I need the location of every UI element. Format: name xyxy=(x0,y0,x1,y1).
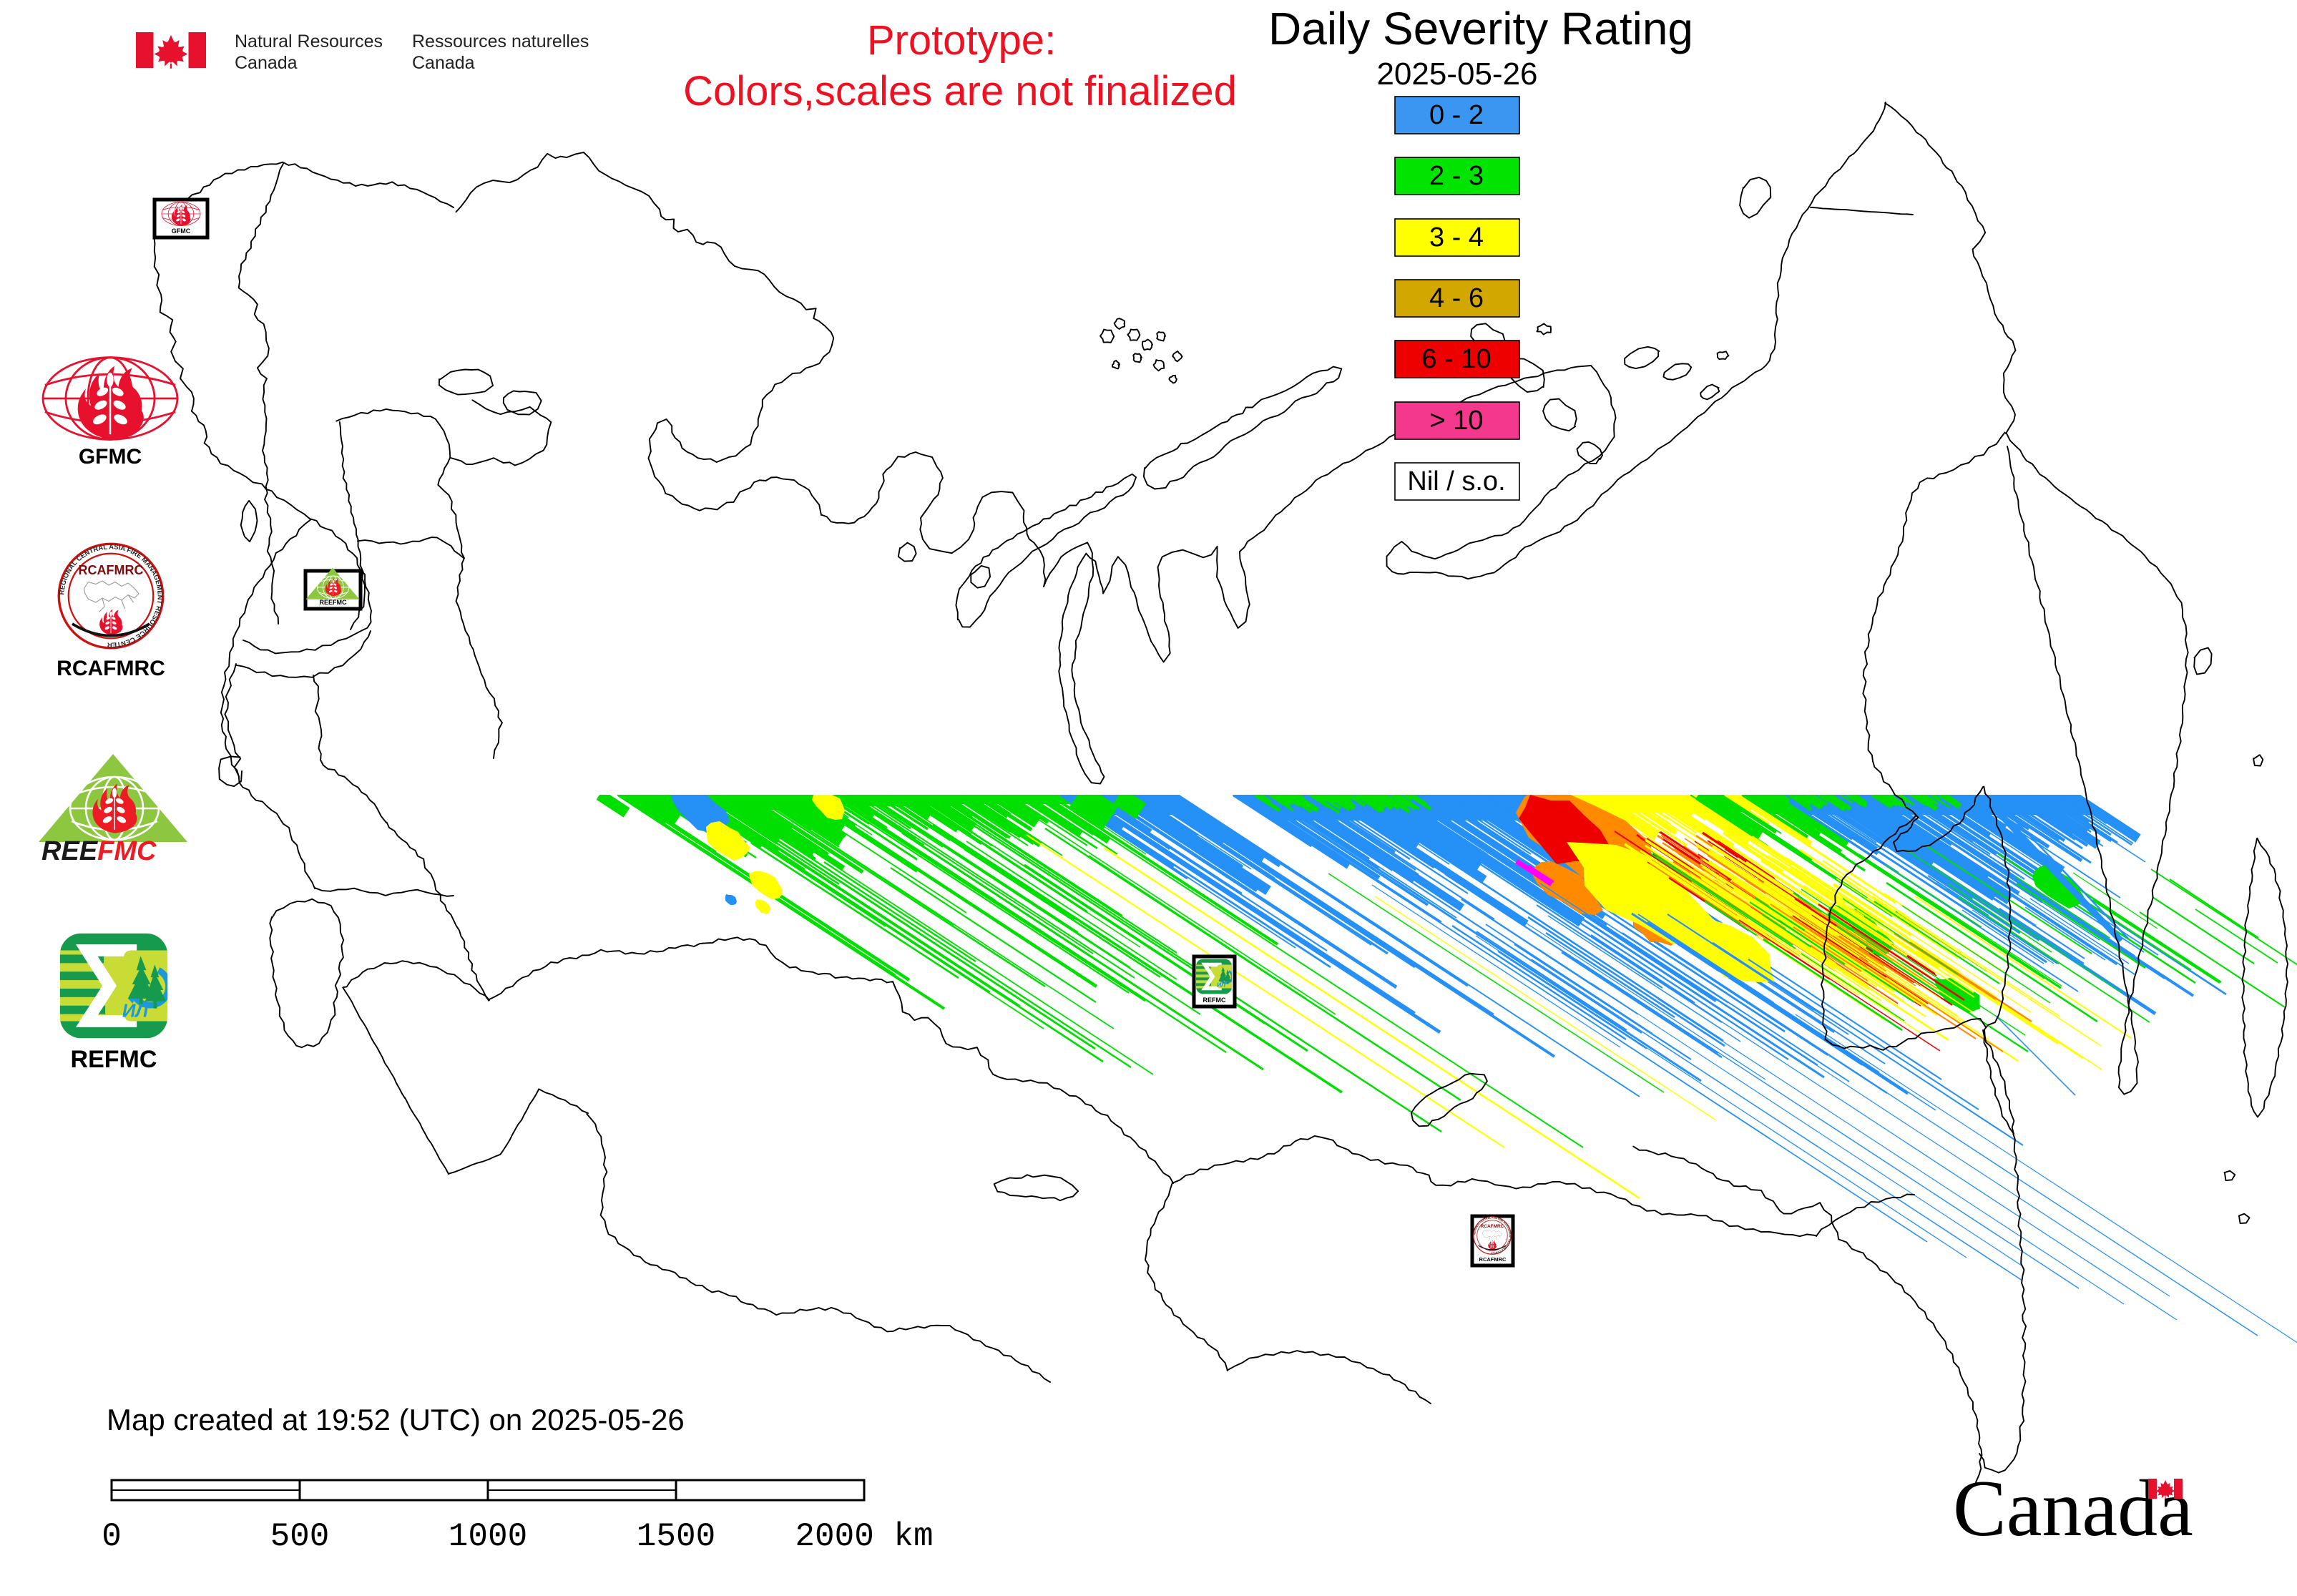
svg-text:GFMC: GFMC xyxy=(79,445,142,469)
svg-text:Daily Severity Rating: Daily Severity Rating xyxy=(1268,3,1693,54)
svg-text:RCAFMRC: RCAFMRC xyxy=(1481,1224,1504,1229)
svg-text:RCAFMRC: RCAFMRC xyxy=(1479,1256,1507,1263)
svg-text:2000 km: 2000 km xyxy=(795,1518,933,1555)
svg-text:RCAFMRC: RCAFMRC xyxy=(79,563,144,577)
svg-text:Map created at 19:52 (UTC) on: Map created at 19:52 (UTC) on 2025-05-26 xyxy=(107,1403,685,1436)
svg-text:0: 0 xyxy=(102,1518,122,1555)
svg-text:Canada: Canada xyxy=(235,53,298,73)
svg-text:3 - 4: 3 - 4 xyxy=(1429,222,1484,253)
svg-text:Canada: Canada xyxy=(412,53,475,73)
svg-text:RCAFMRC: RCAFMRC xyxy=(57,657,165,680)
svg-text:Natural Resources: Natural Resources xyxy=(235,31,383,52)
svg-text:1500: 1500 xyxy=(637,1518,715,1555)
svg-text:2025-05-26: 2025-05-26 xyxy=(1376,57,1537,92)
svg-text:REEFMC: REEFMC xyxy=(41,836,157,866)
svg-text:2 - 3: 2 - 3 xyxy=(1429,161,1484,191)
svg-text:Nil / s.o.: Nil / s.o. xyxy=(1407,466,1505,496)
svg-text:ИЛ: ИЛ xyxy=(1217,981,1226,989)
svg-text:ИЛ: ИЛ xyxy=(122,1002,150,1022)
svg-text:GFMC: GFMC xyxy=(172,227,191,235)
svg-text:Ressources naturelles: Ressources naturelles xyxy=(412,31,589,52)
svg-text:REEFMC: REEFMC xyxy=(320,599,348,606)
svg-text:Canada: Canada xyxy=(1953,1464,2193,1553)
svg-text:4 - 6: 4 - 6 xyxy=(1429,283,1484,313)
svg-text:500: 500 xyxy=(270,1518,330,1555)
svg-text:Colors,scales are not finalize: Colors,scales are not finalized xyxy=(683,68,1237,114)
svg-text:1000: 1000 xyxy=(449,1518,527,1555)
svg-text:> 10: > 10 xyxy=(1429,406,1483,436)
svg-text:Prototype:: Prototype: xyxy=(867,17,1056,64)
svg-text:REFMC: REFMC xyxy=(1203,997,1226,1004)
svg-text:REFMC: REFMC xyxy=(71,1046,157,1073)
svg-text:6 - 10: 6 - 10 xyxy=(1421,344,1491,374)
svg-text:0 - 2: 0 - 2 xyxy=(1429,100,1484,130)
